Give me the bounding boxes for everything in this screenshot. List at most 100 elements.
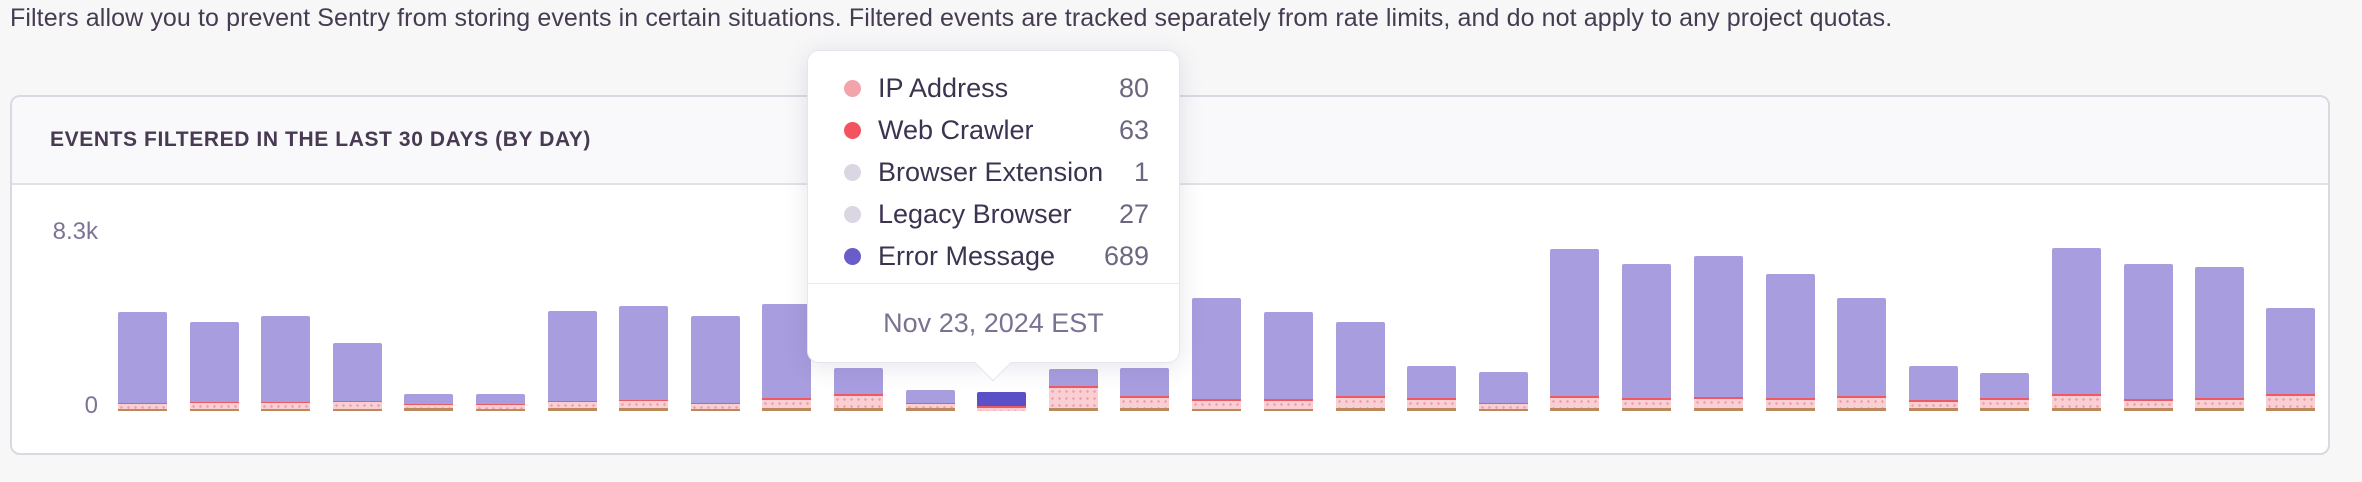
bar-day-15[interactable] [1120,368,1169,411]
bar-segment-purple [619,306,668,400]
tooltip-series-value: 80 [1118,72,1149,103]
tooltip-divider [808,283,1179,284]
bar-day-10[interactable] [762,304,811,411]
bar-segment-tan [1837,408,1886,411]
bar-day-19[interactable] [1407,366,1456,411]
bar-segment-pink [190,403,239,409]
bar-segment-pink [1264,401,1313,409]
tooltip-series-label: Legacy Browser [878,198,1072,229]
bar-day-18[interactable] [1336,322,1385,411]
bar-segment-red [548,401,597,402]
bar-segment-purple [1479,372,1528,403]
bar-segment-tan [2266,408,2315,411]
bar-segment-red [2052,394,2101,396]
tooltip-series-value: 63 [1118,114,1149,145]
bar-segment-tan [548,408,597,411]
tooltip-row-error-message: Error Message 689 [844,235,1149,277]
tooltip-row-ip-address: IP Address 80 [844,67,1149,109]
bar-segment-tan [619,408,668,411]
bar-day-22[interactable] [1622,264,1671,411]
legend-dot-ip-address-icon [844,79,861,97]
bar-segment-red [834,394,883,396]
bar-day-7[interactable] [548,311,597,411]
bar-segment-tan [2124,408,2173,411]
bar-segment-pink [1336,398,1385,408]
tooltip-date: Nov 23, 2024 EST [883,307,1104,338]
bar-segment-pink [1694,399,1743,408]
bar-day-2[interactable] [190,322,239,411]
page-description: Filters allow you to prevent Sentry from… [10,4,1893,32]
bar-day-1[interactable] [118,312,167,411]
bar-segment-pink [1909,402,1958,408]
bar-segment-red [1120,396,1169,398]
bar-day-24[interactable] [1766,274,1815,411]
legend-dot-browser-extension-icon [844,163,861,181]
tooltip-series-label: Error Message [878,240,1056,271]
tooltip-series-list: IP Address 80 Web Crawler 63 Browser Extensi… [808,51,1179,277]
bar-day-30[interactable] [2195,267,2244,411]
tooltip-series-label: Web Crawler [878,114,1034,145]
bar-segment-tan [1909,408,1958,411]
bar-segment-tan [1407,408,1456,411]
bar-segment-tan [1264,409,1313,411]
bar-segment-red [619,400,668,401]
bar-segment-red [1550,396,1599,398]
tooltip-series-label: Browser Extension [878,156,1104,187]
bar-segment-purple [1909,366,1958,400]
bar-segment-pink [762,400,811,408]
bar-day-29[interactable] [2124,264,2173,411]
bar-day-23[interactable] [1694,256,1743,411]
tooltip-series-value: 1 [1133,156,1149,187]
bar-day-21[interactable] [1550,249,1599,411]
bar-segment-tan [404,408,453,411]
panel-title: Events filtered in the last 30 days (by … [50,128,591,151]
bar-segment-tan [906,408,955,411]
bar-day-14[interactable] [1049,369,1098,411]
bar-day-31[interactable] [2266,308,2315,411]
bar-segment-purple [118,312,167,403]
bar-segment-red [1694,397,1743,399]
bar-day-27[interactable] [1980,373,2029,411]
bar-segment-pink [548,402,597,408]
bar-segment-purple [691,316,740,403]
bar-segment-tan [1766,408,1815,411]
bar-day-13-hovered[interactable] [977,392,1026,411]
bar-segment-purple [261,316,310,402]
bar-segment-pink [906,404,955,408]
y-axis-max-label: 8.3k [52,218,98,245]
bar-segment-red [1909,400,1958,402]
bar-segment-tan [1479,409,1528,411]
legend-dot-error-message-icon [844,247,861,265]
bar-segment-tan [2052,408,2101,411]
bar-segment-tan [1622,408,1671,411]
bar-segment-purple [1407,366,1456,398]
bar-segment-purple [834,368,883,394]
bar-segment-purple [1550,249,1599,396]
bar-segment-red [2266,394,2315,396]
bar-segment-purple [1622,264,1671,398]
bar-day-20[interactable] [1479,372,1528,411]
bar-day-4[interactable] [333,343,382,411]
bar-day-12[interactable] [906,390,955,411]
bar-day-9[interactable] [691,316,740,411]
bar-day-17[interactable] [1264,312,1313,411]
bar-segment-pink [1550,398,1599,408]
bar-segment-tan [1192,409,1241,411]
bar-segment-tan [834,408,883,411]
bar-day-26[interactable] [1909,366,1958,411]
bar-day-16[interactable] [1192,298,1241,411]
bar-segment-red [1837,396,1886,398]
bar-day-8[interactable] [619,306,668,411]
bar-day-3[interactable] [261,316,310,411]
bar-segment-purple [2124,264,2173,399]
bar-day-28[interactable] [2052,248,2101,411]
bar-day-11[interactable] [834,368,883,411]
bar-day-6[interactable] [476,394,525,411]
bar-day-25[interactable] [1837,298,1886,411]
bar-segment-tan [1694,408,1743,411]
bar-segment-pink [1192,401,1241,409]
bar-day-5[interactable] [404,394,453,411]
bar-segment-red [1049,386,1098,388]
